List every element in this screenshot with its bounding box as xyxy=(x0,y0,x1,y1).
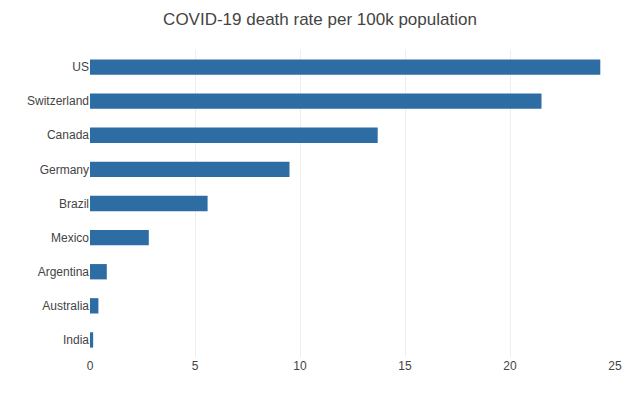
svg-text:Canada: Canada xyxy=(47,128,89,142)
svg-text:Mexico: Mexico xyxy=(51,231,89,245)
svg-text:10: 10 xyxy=(293,359,307,373)
svg-text:Brazil: Brazil xyxy=(59,197,89,211)
svg-text:20: 20 xyxy=(503,359,517,373)
svg-text:Argentina: Argentina xyxy=(38,265,90,279)
svg-text:0: 0 xyxy=(87,359,94,373)
svg-text:25: 25 xyxy=(608,359,622,373)
svg-text:COVID-19 death rate per 100k p: COVID-19 death rate per 100k population xyxy=(163,10,477,29)
svg-text:India: India xyxy=(63,333,89,347)
svg-text:15: 15 xyxy=(398,359,412,373)
svg-text:Germany: Germany xyxy=(40,163,89,177)
svg-text:US: US xyxy=(72,60,89,74)
svg-text:Switzerland: Switzerland xyxy=(27,94,89,108)
svg-text:5: 5 xyxy=(192,359,199,373)
svg-text:Australia: Australia xyxy=(42,299,89,313)
